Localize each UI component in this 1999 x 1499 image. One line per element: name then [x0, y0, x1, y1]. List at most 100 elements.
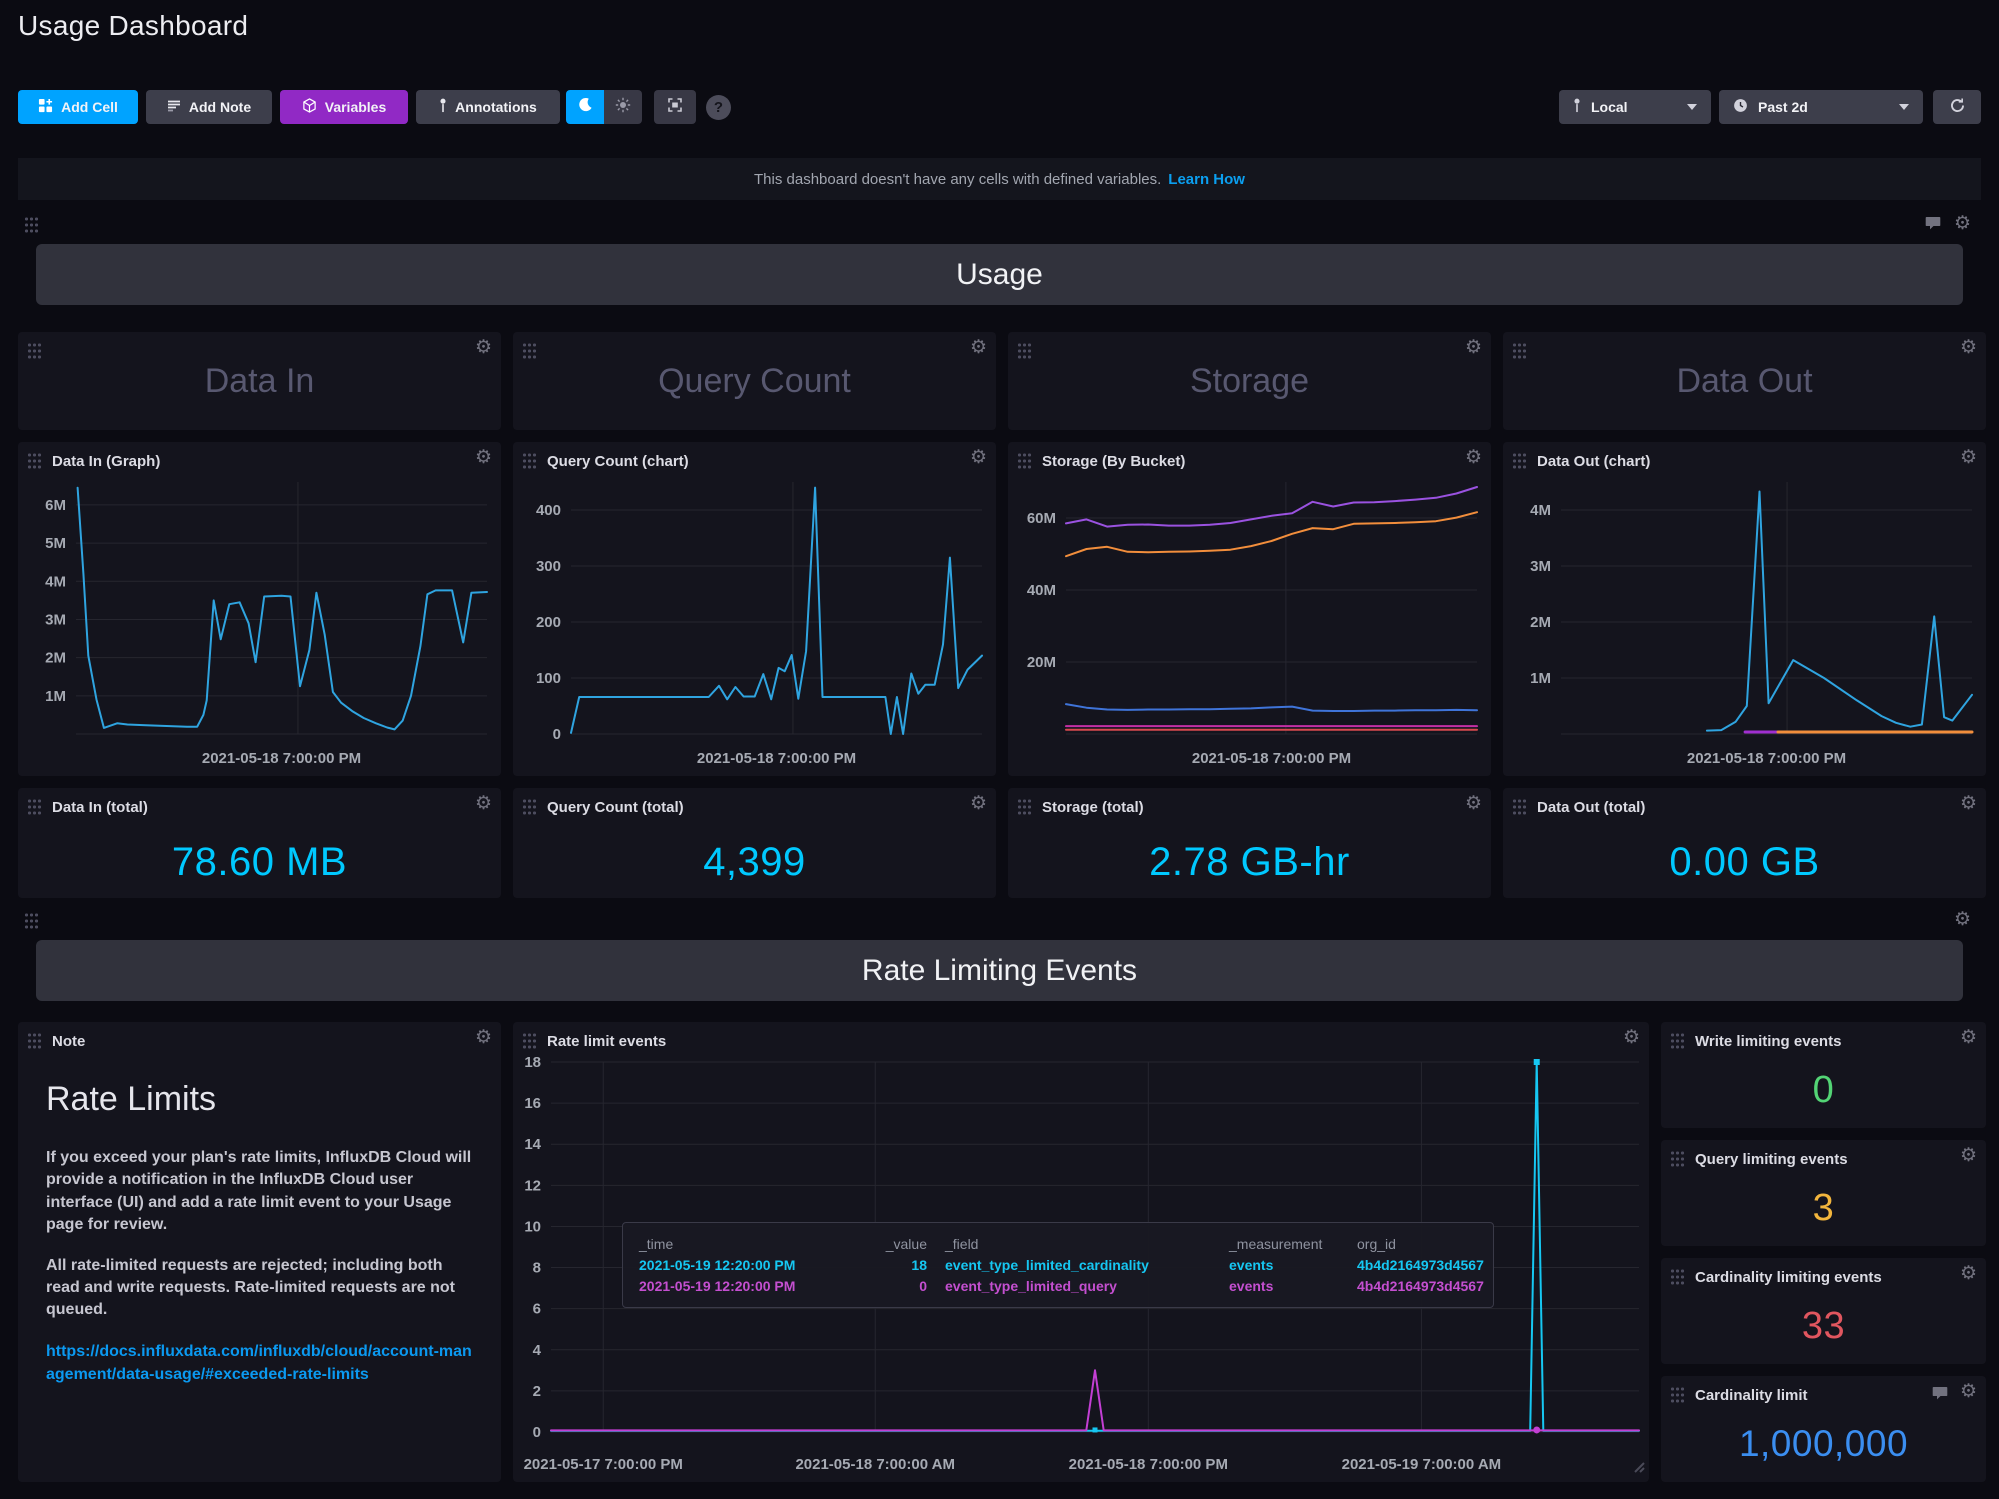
gear-icon[interactable]: ⚙	[1464, 337, 1482, 358]
gear-icon[interactable]: ⚙	[969, 793, 987, 814]
drag-handle-icon[interactable]	[27, 1032, 42, 1051]
gear-icon[interactable]: ⚙	[1464, 447, 1482, 468]
drag-handle-icon[interactable]	[27, 342, 42, 361]
variables-button[interactable]: Variables	[280, 90, 408, 124]
cardinality-limiting-events-value: 33	[1801, 1304, 1846, 1347]
drag-handle-icon[interactable]	[1512, 798, 1527, 817]
panel-title: Cardinality limiting events	[1695, 1269, 1882, 1286]
cardinality-limit-value: 1,000,000	[1738, 1423, 1909, 1464]
drag-handle-icon[interactable]	[1017, 342, 1032, 361]
storage-total-value: 2.78 GB-hr	[1149, 839, 1350, 884]
docs-link[interactable]: https://docs.influxdata.com/influxdb/clo…	[46, 1342, 472, 1383]
drag-handle-icon[interactable]	[27, 798, 42, 817]
note-lines-icon	[167, 99, 181, 115]
svg-text:2021-05-18 7:00:00 PM: 2021-05-18 7:00:00 PM	[1687, 750, 1846, 767]
gear-icon[interactable]: ⚙	[474, 793, 492, 814]
refresh-icon	[1949, 97, 1966, 117]
location-pin-icon	[1573, 98, 1581, 116]
tooltip-cell-measurement: events	[1229, 1278, 1274, 1294]
gear-icon[interactable]: ⚙	[1959, 1263, 1977, 1284]
svg-text:2021-05-18 7:00:00 PM: 2021-05-18 7:00:00 PM	[1069, 1456, 1228, 1473]
drag-handle-icon[interactable]	[1017, 452, 1032, 471]
add-cell-icon	[38, 98, 53, 116]
gear-icon[interactable]: ⚙	[474, 337, 492, 358]
query-count-chart[interactable]: 0 100 200 300 400 2021-05-18 7:00:00 PM	[513, 442, 996, 776]
gear-icon[interactable]: ⚙	[474, 447, 492, 468]
drag-handle-icon[interactable]	[1670, 1150, 1685, 1169]
gear-icon[interactable]: ⚙	[1959, 447, 1977, 468]
gear-icon[interactable]: ⚙	[1959, 1145, 1977, 1166]
note-bubble-icon[interactable]	[1925, 216, 1941, 235]
storage-chart-panel: 20M 40M 60M 2021-05-18 7:00:00 PM Storage (…	[1008, 442, 1491, 776]
gear-icon[interactable]: ⚙	[1959, 793, 1977, 814]
storage-title-panel: ⚙ Storage	[1008, 332, 1491, 430]
sun-icon	[615, 97, 631, 118]
gear-icon[interactable]: ⚙	[1959, 1027, 1977, 1048]
drag-handle-icon[interactable]	[1670, 1268, 1685, 1287]
tooltip-cell-field: event_type_limited_query	[945, 1278, 1117, 1294]
drag-handle-icon[interactable]	[522, 452, 537, 471]
gear-icon[interactable]: ⚙	[474, 1027, 492, 1048]
gear-icon[interactable]: ⚙	[1953, 909, 1971, 930]
svg-text:6M: 6M	[45, 497, 66, 514]
data-in-total-panel: Data In (total) ⚙ 78.60 MB	[18, 788, 501, 898]
data-out-chart[interactable]: 1M 2M 3M 4M 2021-05-18 7:00:00 PM	[1503, 442, 1986, 776]
svg-text:6: 6	[533, 1301, 541, 1318]
note-heading: Rate Limits	[46, 1080, 217, 1118]
svg-text:0: 0	[553, 726, 561, 743]
query-limiting-events-panel: Query limiting events ⚙ 3	[1661, 1140, 1986, 1246]
drag-handle-icon[interactable]	[1512, 452, 1527, 471]
data-out-total-value: 0.00 GB	[1669, 839, 1820, 884]
timezone-dropdown[interactable]: Local	[1559, 90, 1711, 124]
svg-text:2021-05-18 7:00:00 PM: 2021-05-18 7:00:00 PM	[1192, 750, 1351, 767]
annotations-button[interactable]: Annotations	[416, 90, 560, 124]
svg-text:2M: 2M	[1530, 614, 1551, 631]
moon-icon	[578, 97, 593, 117]
svg-text:20M: 20M	[1027, 654, 1056, 671]
storage-chart[interactable]: 20M 40M 60M 2021-05-18 7:00:00 PM	[1008, 442, 1491, 776]
drag-handle-icon[interactable]	[1670, 1032, 1685, 1051]
gear-icon[interactable]: ⚙	[1959, 337, 1977, 358]
gear-icon[interactable]: ⚙	[969, 447, 987, 468]
gear-icon[interactable]: ⚙	[1464, 793, 1482, 814]
tooltip-cell-value: 18	[911, 1257, 927, 1273]
add-cell-button[interactable]: Add Cell	[18, 90, 138, 124]
svg-text:400: 400	[536, 502, 561, 519]
cardinality-limit-panel: Cardinality limit ⚙ 1,000,000	[1661, 1376, 1986, 1482]
svg-text:300: 300	[536, 558, 561, 575]
rate-limiting-section-cell: ⚙ Rate Limiting Events	[18, 908, 1981, 1012]
light-mode-toggle[interactable]	[604, 90, 642, 124]
presentation-mode-button[interactable]	[654, 90, 696, 124]
svg-text:1M: 1M	[45, 688, 66, 705]
drag-handle-icon[interactable]	[1512, 342, 1527, 361]
panel-title: Cardinality limit	[1695, 1387, 1808, 1404]
gear-icon[interactable]: ⚙	[969, 337, 987, 358]
gear-icon[interactable]: ⚙	[1959, 1381, 1977, 1402]
fullscreen-icon	[667, 97, 683, 118]
drag-handle-icon[interactable]	[1017, 798, 1032, 817]
dark-mode-toggle[interactable]	[566, 90, 604, 124]
gear-icon[interactable]: ⚙	[1953, 213, 1971, 234]
cube-icon	[302, 98, 317, 116]
time-range-dropdown[interactable]: Past 2d	[1719, 90, 1923, 124]
drag-handle-icon[interactable]	[522, 1032, 537, 1051]
panel-title: Query limiting events	[1695, 1151, 1848, 1168]
drag-handle-icon[interactable]	[522, 798, 537, 817]
drag-handle-icon[interactable]	[1670, 1386, 1685, 1405]
learn-how-link[interactable]: Learn How	[1168, 170, 1245, 188]
drag-handle-icon[interactable]	[24, 216, 39, 235]
gear-icon[interactable]: ⚙	[1622, 1027, 1640, 1048]
data-in-chart[interactable]: 1M 2M 3M 4M 5M 6M 2021-05-18 7:00:00 PM	[18, 442, 501, 776]
add-note-button[interactable]: Add Note	[146, 90, 272, 124]
resize-handle[interactable]	[1629, 1457, 1645, 1478]
svg-text:2M: 2M	[45, 650, 66, 667]
drag-handle-icon[interactable]	[24, 912, 39, 931]
rate-limiting-section-banner: Rate Limiting Events	[36, 940, 1963, 1001]
refresh-button[interactable]	[1933, 90, 1981, 124]
svg-text:5M: 5M	[45, 535, 66, 552]
svg-text:12: 12	[524, 1177, 541, 1194]
drag-handle-icon[interactable]	[522, 342, 537, 361]
drag-handle-icon[interactable]	[27, 452, 42, 471]
note-bubble-icon[interactable]	[1932, 1386, 1948, 1405]
help-button[interactable]: ?	[706, 95, 731, 120]
